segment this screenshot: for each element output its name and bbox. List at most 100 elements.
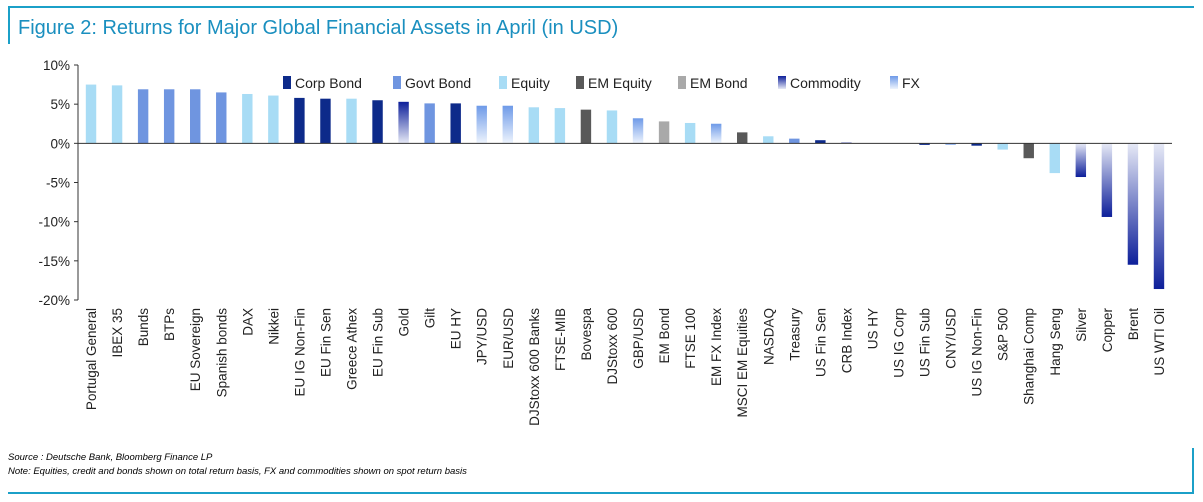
legend-label: Govt Bond: [405, 75, 471, 91]
y-tick-label: 10%: [43, 58, 70, 73]
bar-gold: [398, 101, 409, 144]
legend: Corp Bond Govt Bond Equity EM Equity EM Bond…: [283, 75, 921, 91]
legend-label: Commodity: [790, 75, 861, 91]
bar-bovespa: [580, 109, 592, 144]
bar-ibex-35: [111, 85, 123, 144]
bar-s-p-500: [997, 143, 1008, 150]
y-tick-label: -20%: [38, 293, 70, 308]
x-tick-label: S&P 500: [996, 308, 1011, 361]
bar-treasury: [789, 138, 800, 144]
x-tick-label: EU HY: [449, 308, 464, 349]
y-tick-label: 0%: [50, 136, 70, 151]
y-tick-label: -5%: [46, 176, 70, 191]
bar-eu-hy: [450, 103, 461, 144]
x-tick-label: US Fin Sen: [813, 308, 828, 377]
bar-dax: [242, 93, 253, 144]
bar-hang-seng: [1049, 143, 1060, 174]
x-tick-label: DAX: [240, 308, 255, 336]
x-tick-label: Gilt: [423, 308, 438, 328]
bar-shanghai-comp: [1023, 143, 1034, 159]
x-tick-label: Hang Seng: [1048, 308, 1063, 376]
x-tick-label: EU Fin Sen: [318, 308, 333, 377]
bar-gilt: [424, 103, 435, 144]
x-tick-label: MSCI EM Equities: [735, 308, 750, 418]
chart-title: Figure 2: Returns for Major Global Finan…: [18, 17, 619, 39]
bar-us-wti-oil: [1153, 143, 1165, 290]
x-tick-label: FTSE 100: [683, 308, 698, 369]
legend-label: FX: [902, 75, 921, 91]
bar-jpy-usd: [476, 105, 487, 144]
bar-djstoxx-600: [606, 110, 618, 144]
x-tick-label: Copper: [1100, 307, 1115, 352]
y-tick-label: 5%: [50, 97, 70, 112]
x-tick-label: US IG Corp: [892, 308, 907, 378]
bar-copper: [1101, 143, 1113, 217]
legend-label: EM Bond: [690, 75, 748, 91]
x-tick-label: EU IG Non-Fin: [292, 308, 307, 397]
x-tick-label: CNY/USD: [944, 308, 959, 369]
bar-spanish-bonds: [216, 92, 227, 144]
x-tick-label: US HY: [865, 308, 880, 349]
x-tick-label: EM FX Index: [709, 308, 724, 386]
bar-eu-sovereign: [190, 89, 201, 144]
bar-gbp-usd: [632, 118, 644, 144]
legend-swatch: [678, 76, 686, 89]
bar-bunds: [137, 89, 149, 144]
legend-swatch: [778, 76, 786, 89]
x-tick-label: Silver: [1074, 308, 1089, 342]
x-tick-label: Bovespa: [579, 308, 594, 361]
bar-us-fin-sen: [815, 140, 826, 144]
x-tick-label: CRB Index: [839, 308, 854, 374]
bar-brent: [1127, 143, 1139, 265]
x-tick-label: EU Sovereign: [188, 308, 203, 391]
y-tick-label: -10%: [38, 215, 70, 230]
bar-nasdaq: [763, 136, 774, 144]
x-tick-label: Spanish bonds: [214, 308, 229, 398]
x-tick-label: US WTI Oil: [1152, 308, 1167, 376]
x-tick-label: EM Bond: [657, 308, 672, 364]
bar-btps: [163, 89, 175, 144]
x-tick-label: DJStoxx 600: [605, 308, 620, 385]
legend-swatch: [499, 76, 507, 89]
legend-label: Corp Bond: [295, 75, 362, 91]
x-tick-label: Portugal General: [84, 308, 99, 410]
x-tick-label: Treasury: [787, 308, 802, 361]
bar-silver: [1075, 143, 1087, 178]
legend-swatch: [393, 76, 401, 89]
x-tick-label: IBEX 35: [110, 308, 125, 358]
x-tick-label: US Fin Sub: [918, 308, 933, 377]
bars: [78, 84, 1172, 290]
x-tick-label: Shanghai Comp: [1022, 308, 1037, 405]
bar-ftse-100: [684, 122, 696, 144]
source-note: Source : Deutsche Bank, Bloomberg Financ…: [8, 452, 213, 463]
bar-cny-usd: [945, 143, 956, 145]
x-tick-label: Brent: [1126, 308, 1141, 341]
bar-ftse-mib: [554, 108, 566, 144]
title-bar: Figure 2: Returns for Major Global Finan…: [8, 6, 1194, 44]
x-axis-labels: Portugal General IBEX 35 Bunds BTPs EU Sover…: [84, 307, 1167, 425]
x-tick-label: FTSE-MIB: [553, 308, 568, 371]
x-tick-label: GBP/USD: [631, 308, 646, 369]
bar-us-ig-non-fin: [971, 143, 982, 146]
bar-nikkei: [268, 95, 279, 144]
bar-eu-fin-sub: [372, 100, 383, 144]
footer: Source : Deutsche Bank, Bloomberg Financ…: [8, 448, 1194, 494]
legend-label: Equity: [511, 75, 550, 91]
x-tick-label: Nikkei: [266, 308, 281, 345]
bar-eu-fin-sen: [320, 98, 331, 144]
bar-us-fin-sub: [919, 143, 930, 145]
bar-djstoxx-600-banks: [528, 107, 540, 144]
bar-em-fx-index: [710, 123, 722, 144]
x-tick-label: EU Fin Sub: [371, 308, 386, 377]
legend-swatch: [576, 76, 584, 89]
bar-msci-em-equities: [737, 132, 748, 144]
x-tick-label: US IG Non-Fin: [970, 308, 985, 397]
x-tick-label: NASDAQ: [761, 308, 776, 365]
x-tick-label: JPY/USD: [475, 308, 490, 365]
bar-em-bond: [658, 121, 670, 144]
legend-swatch: [890, 76, 898, 89]
x-tick-label: Bunds: [136, 308, 151, 347]
bar-portugal-general: [85, 84, 97, 144]
x-tick-label: DJStoxx 600 Banks: [527, 308, 542, 426]
